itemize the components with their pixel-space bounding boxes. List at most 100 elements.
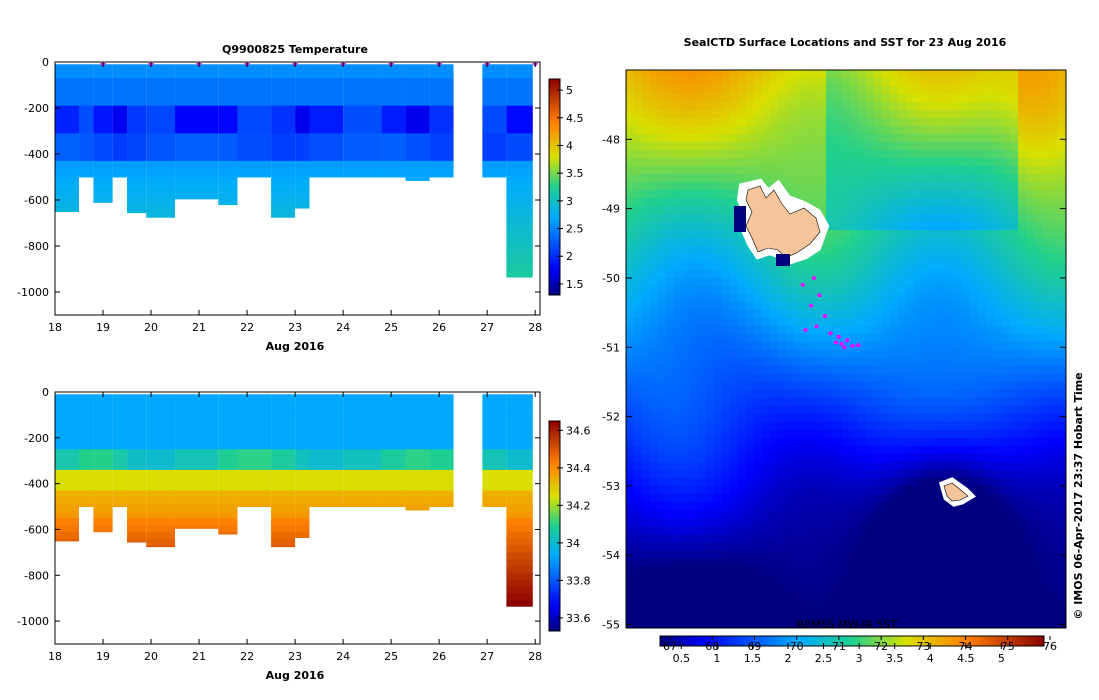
sst-cell xyxy=(818,342,827,351)
sst-cell xyxy=(850,174,859,183)
sst-cell xyxy=(690,110,699,119)
sst-cell xyxy=(1018,102,1027,111)
sst-cell xyxy=(1018,334,1027,343)
sst-cell xyxy=(882,294,891,303)
sst-cell xyxy=(946,222,955,231)
sst-cell xyxy=(1002,318,1011,327)
y-tick-label: -600 xyxy=(24,194,49,207)
sst-cell xyxy=(826,78,835,87)
sst-cell xyxy=(818,198,827,207)
sst-cell xyxy=(714,526,723,535)
sst-cell xyxy=(1018,422,1027,431)
sst-cell xyxy=(698,254,707,263)
sst-cell xyxy=(946,150,955,159)
sst-cell xyxy=(930,158,939,167)
sst-cell xyxy=(946,422,955,431)
sst-cell xyxy=(674,222,683,231)
sst-cell xyxy=(634,606,643,615)
sst-cell xyxy=(826,614,835,623)
sst-cell xyxy=(1058,94,1066,103)
profile-cell xyxy=(271,216,296,218)
x-tick-label: 26 xyxy=(432,650,446,663)
profile-cell xyxy=(343,160,382,169)
profile-cell xyxy=(237,414,272,423)
sst-cell xyxy=(938,614,947,623)
sst-cell xyxy=(946,246,955,255)
sst-cell xyxy=(994,390,1003,399)
sst-cell xyxy=(1050,110,1059,119)
sst-cell xyxy=(786,542,795,551)
sst-cell xyxy=(746,510,755,519)
sst-cell xyxy=(810,462,819,471)
profile-cell xyxy=(343,140,382,148)
sst-cell xyxy=(738,422,747,431)
sst-cell xyxy=(962,550,971,559)
sst-cell xyxy=(738,278,747,287)
profile-cell xyxy=(482,78,507,86)
sst-cell xyxy=(706,550,715,559)
sst-cell xyxy=(738,438,747,447)
sst-cell xyxy=(994,214,1003,223)
sst-cell xyxy=(642,78,651,87)
profile-cell xyxy=(237,133,272,141)
sst-cell xyxy=(922,622,931,628)
sst-cell xyxy=(778,390,787,399)
sst-cell xyxy=(970,518,979,527)
sst-cell xyxy=(642,566,651,575)
sst-cell xyxy=(770,398,779,407)
sst-cell xyxy=(674,614,683,623)
sst-cell xyxy=(962,174,971,183)
sst-cell xyxy=(866,438,875,447)
sst-cell xyxy=(962,302,971,311)
profile-cell xyxy=(309,428,344,437)
profile-cell xyxy=(93,112,113,120)
sst-cell xyxy=(938,446,947,455)
profile-cell xyxy=(146,545,176,548)
sst-cell xyxy=(730,406,739,415)
sst-cell xyxy=(970,78,979,87)
sst-cell xyxy=(1034,294,1043,303)
sst-cell xyxy=(762,118,771,127)
sst-cell xyxy=(650,166,659,175)
sst-cell xyxy=(1034,542,1043,551)
sst-cell xyxy=(802,390,811,399)
sst-cell xyxy=(874,382,883,391)
sst-cell xyxy=(762,518,771,527)
sst-cell xyxy=(634,470,643,479)
sst-cell xyxy=(994,166,1003,175)
profile-cell xyxy=(79,490,94,498)
sst-cell xyxy=(778,342,787,351)
sst-cell xyxy=(866,446,875,455)
sst-cell xyxy=(1034,454,1043,463)
sst-cell xyxy=(978,494,987,503)
sst-cell xyxy=(922,134,931,143)
sst-cell xyxy=(938,150,947,159)
sst-cell xyxy=(906,230,915,239)
sst-cell xyxy=(834,526,843,535)
sst-cell xyxy=(930,142,939,151)
sst-cell xyxy=(674,422,683,431)
sst-cell xyxy=(714,206,723,215)
profile-cell xyxy=(55,167,80,176)
sst-cell xyxy=(970,606,979,615)
profile-cell xyxy=(237,174,272,178)
sst-cell xyxy=(634,230,643,239)
sst-cell xyxy=(882,166,891,175)
profile-cell xyxy=(295,469,310,478)
sst-cell xyxy=(658,622,667,628)
sst-cell xyxy=(738,342,747,351)
sst-cell xyxy=(802,582,811,591)
profile-cell xyxy=(271,531,296,540)
y-tick-label: -200 xyxy=(24,432,49,445)
sst-cell xyxy=(898,382,907,391)
sst-cell xyxy=(730,462,739,471)
sst-cell xyxy=(1026,254,1035,263)
profile-cell xyxy=(218,435,238,443)
sst-cell xyxy=(658,494,667,503)
profile-cell xyxy=(79,78,94,86)
profile-cell xyxy=(93,85,113,93)
sst-cell xyxy=(794,534,803,543)
sst-cell xyxy=(850,230,859,239)
lat-tick-label: -50 xyxy=(602,272,620,285)
sst-cell xyxy=(1002,374,1011,383)
